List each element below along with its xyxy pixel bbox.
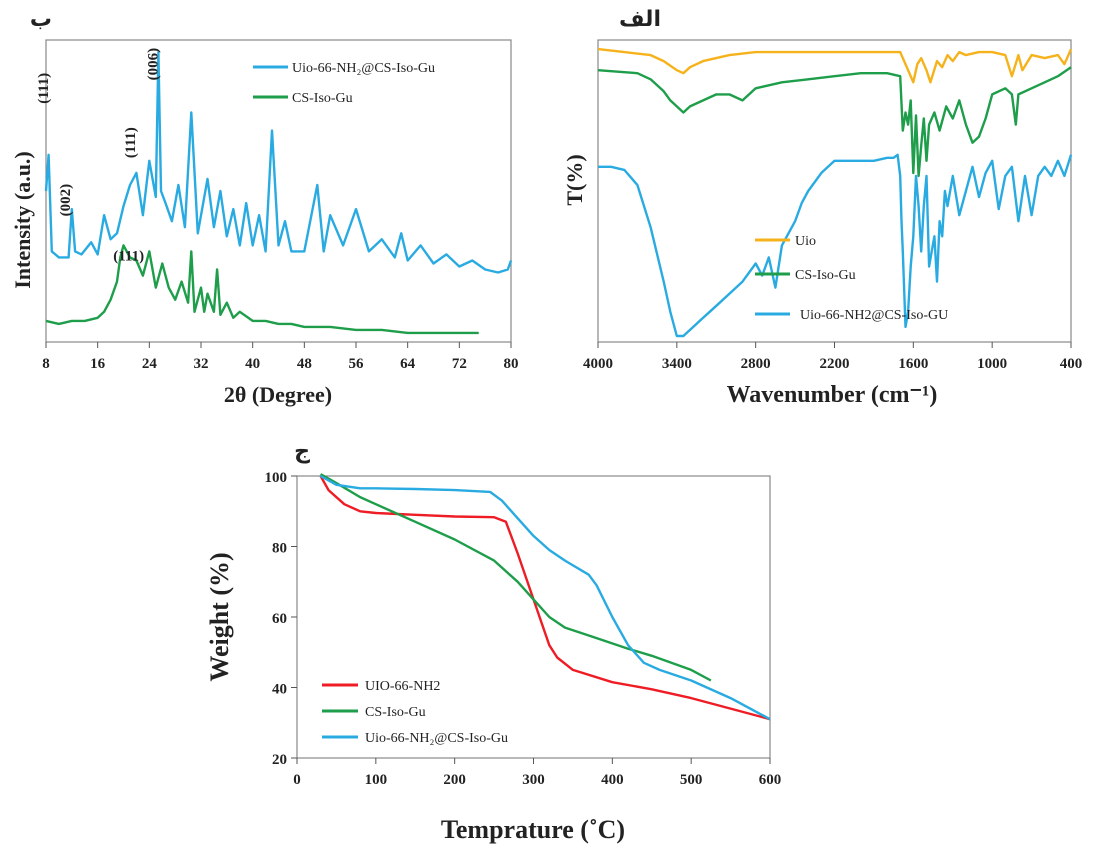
x-tick-label: 2200 <box>820 356 850 372</box>
x-tick-label: 1000 <box>977 356 1007 372</box>
x-tick-label: 48 <box>297 356 312 372</box>
legend: Uio-66-NH₂@CS-Iso-Gu CS-Iso-Gu <box>253 61 435 106</box>
x-axis-label: 2θ (Degree) <box>224 382 332 407</box>
peak-label: (111) <box>36 73 52 104</box>
legend-entry: CS-Iso-Gu <box>292 91 353 106</box>
y-tick-label: 20 <box>272 752 287 768</box>
x-tick-label: 72 <box>452 356 467 372</box>
series-line <box>320 474 771 721</box>
x-tick-label: 400 <box>1060 356 1083 372</box>
legend-entry: Uio <box>795 234 816 249</box>
peak-label: (002) <box>58 184 74 217</box>
panel-label: ج <box>294 439 310 464</box>
x-tick-label: 24 <box>142 356 158 372</box>
xrd-chart: ب 8 16 24 32 40 48 56 64 72 80 (111) (002) (111) (00… <box>10 7 519 407</box>
x-tick-label: 500 <box>680 772 703 788</box>
x-tick-label: 4000 <box>583 356 613 372</box>
peak-label: (006) <box>146 48 162 81</box>
panel-label: ب <box>30 7 52 32</box>
legend-entry: CS-Iso-Gu <box>795 268 856 283</box>
x-tick-label: 8 <box>42 356 50 372</box>
y-axis-label: T(%) <box>562 154 587 205</box>
legend-entry: Uio-66-NH₂@CS-Iso-Gu <box>292 61 435 76</box>
legend-entry: Uio-66-NH2@CS-Iso-GU <box>800 308 948 323</box>
y-axis-label: Weight (%) <box>205 552 234 681</box>
y-axis-label: Intensity (a.u.) <box>10 151 35 289</box>
peak-label: (111) <box>123 127 139 158</box>
x-tick-label: 16 <box>90 356 106 372</box>
x-tick-label: 64 <box>400 356 416 372</box>
series-line <box>44 50 513 274</box>
x-tick-label: 0 <box>293 772 301 788</box>
x-tick-label: 32 <box>194 356 209 372</box>
y-tick-label: 100 <box>265 470 288 486</box>
x-tick-label: 2800 <box>741 356 771 372</box>
x-tick-label: 40 <box>245 356 260 372</box>
x-tick-label: 600 <box>759 772 782 788</box>
legend-entry: UIO-66-NH2 <box>365 679 440 694</box>
tga-chart: ج 0 100 200 300 400 500 600 20 40 60 80 100 Temprat… <box>205 439 781 844</box>
series-line <box>45 244 479 335</box>
series-line <box>320 473 712 682</box>
x-tick-label: 400 <box>601 772 624 788</box>
x-tick-label: 300 <box>522 772 545 788</box>
x-tick-label: 1600 <box>898 356 928 372</box>
series-line <box>598 153 1073 338</box>
x-tick-label: 56 <box>349 356 365 372</box>
panel-label: الف <box>619 7 661 32</box>
x-axis-label: Wavenumber (cm⁻¹) <box>727 382 938 408</box>
series-line <box>597 66 1072 178</box>
x-tick-label: 200 <box>443 772 466 788</box>
legend: UIO-66-NH2 CS-Iso-Gu Uio-66-NH₂@CS-Iso-G… <box>322 679 508 746</box>
x-tick-label: 3400 <box>662 356 692 372</box>
legend-entry: CS-Iso-Gu <box>365 705 426 720</box>
x-tick-label: 80 <box>504 356 519 372</box>
series-line <box>597 47 1073 84</box>
ftir-chart: الف 4000 3400 2800 2200 1600 1000 400 Wavenumb… <box>562 7 1082 408</box>
legend-entry: Uio-66-NH₂@CS-Iso-Gu <box>365 731 508 746</box>
y-tick-label: 40 <box>272 682 287 698</box>
y-tick-label: 80 <box>272 541 287 557</box>
series-line <box>319 475 771 721</box>
legend: Uio CS-Iso-Gu Uio-66-NH2@CS-Iso-GU <box>755 234 948 323</box>
y-tick-label: 60 <box>272 611 287 627</box>
x-tick-label: 100 <box>365 772 388 788</box>
x-axis-label: Temprature (˚C) <box>441 815 625 844</box>
peak-label: (111) <box>113 248 144 264</box>
